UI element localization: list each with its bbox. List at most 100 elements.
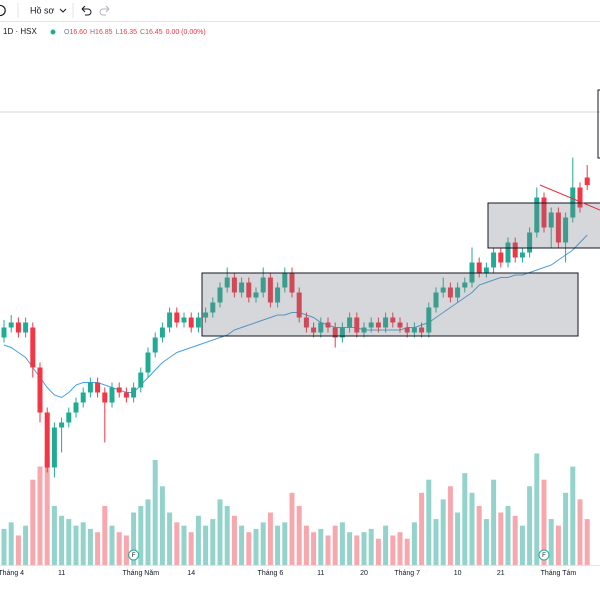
candle-body [95,382,101,393]
volume-bar [411,522,417,565]
volume-bar [332,525,338,565]
volume-bar [253,528,259,565]
candle-body [102,392,108,403]
volume-bar [102,505,108,565]
volume-bar [339,522,345,565]
candle-body [174,312,180,323]
undo-button[interactable] [81,5,92,16]
volume-bar [426,479,432,565]
candle-body [462,282,468,288]
volume-bar [476,505,482,565]
candle-body [51,427,57,468]
trend-line [539,184,600,211]
event-label: F [132,553,136,559]
volume-bar [15,535,21,565]
volume-bar [491,479,497,565]
volume-bar [239,525,245,565]
volume-bar [37,466,43,565]
legend-key: O [64,29,70,36]
volume-bar [354,535,360,565]
legend-key: C [140,29,145,36]
candle-body [37,367,43,413]
legend-value: 16.45 [145,29,163,36]
redo-button[interactable] [99,5,110,16]
candle-body [210,302,216,313]
x-tick-label: 21 [497,570,505,577]
legend-value: 16.35 [119,29,137,36]
legend-value: 16.60 [69,29,87,36]
moving-average [3,234,588,399]
candle-body [433,292,439,308]
volume-bar [44,456,50,565]
tool-icon[interactable] [0,4,6,17]
volume-bar [59,515,65,565]
volume-bar [152,460,158,565]
candle-body [332,327,338,338]
candle-body [318,322,324,333]
volume-bar [217,499,223,565]
candle-body [30,327,36,368]
volume-bar [433,519,439,565]
candle-body [527,232,533,253]
candle-body [73,402,79,413]
range-box [487,202,600,249]
volume-bar [159,486,165,565]
volume-bar [275,525,281,565]
volume-bar [375,538,381,565]
candle-body [404,327,410,333]
candle-body [231,277,237,293]
candle-body [361,327,367,333]
candle-body [476,262,482,273]
candle-body [541,197,547,228]
volume-bar [51,505,57,565]
candle-body [123,392,129,398]
volume-bar [95,532,101,565]
candle-body [217,287,223,303]
x-tick-label: 11 [58,570,65,577]
volume-bar [527,486,533,565]
x-tick-label: Tháng Tám [541,570,577,577]
candle-body [390,317,396,323]
candle-body [66,412,72,423]
volume-bar [145,499,151,565]
range-box [201,272,579,337]
candle-body [275,287,281,303]
candle-body [563,217,569,243]
candle-body [282,272,288,288]
volume-bar [419,492,425,565]
candle-body [555,212,561,243]
candle-body [491,252,497,268]
candle-body [296,292,302,318]
candle-body [383,317,389,328]
candle-body [375,322,381,328]
volume-bar [289,492,295,565]
ohlc-legend: O16.60 H16.85 L16.35 C16.45 0.00 (0.00%) [64,29,206,36]
volume-bar [498,512,504,565]
volume-bar [361,532,367,565]
volume-bar [577,499,583,565]
event-marker [128,549,140,561]
profile-button[interactable]: Hồ sơ [30,5,55,15]
candle-body [440,287,446,293]
candle-body [159,327,165,338]
candle-body [260,277,266,293]
profile-dropdown[interactable] [59,8,67,13]
volume-bar [311,532,317,565]
volume-bar [347,532,353,565]
candle-body [138,372,144,388]
volume-bar [368,528,374,565]
volume-bar [116,532,122,565]
candle-body [145,352,151,373]
volume-bar [210,519,216,565]
candle-body [368,322,374,328]
volume-bar [23,525,29,565]
candle-body [87,382,93,393]
legend-change: 0.00 (0.00%) [166,29,206,36]
x-tick-label: Tháng Năm [123,570,160,577]
candle-body [397,322,403,328]
candle-body [325,322,331,328]
candle-body [447,287,453,298]
legend-value: 16.85 [95,29,113,36]
